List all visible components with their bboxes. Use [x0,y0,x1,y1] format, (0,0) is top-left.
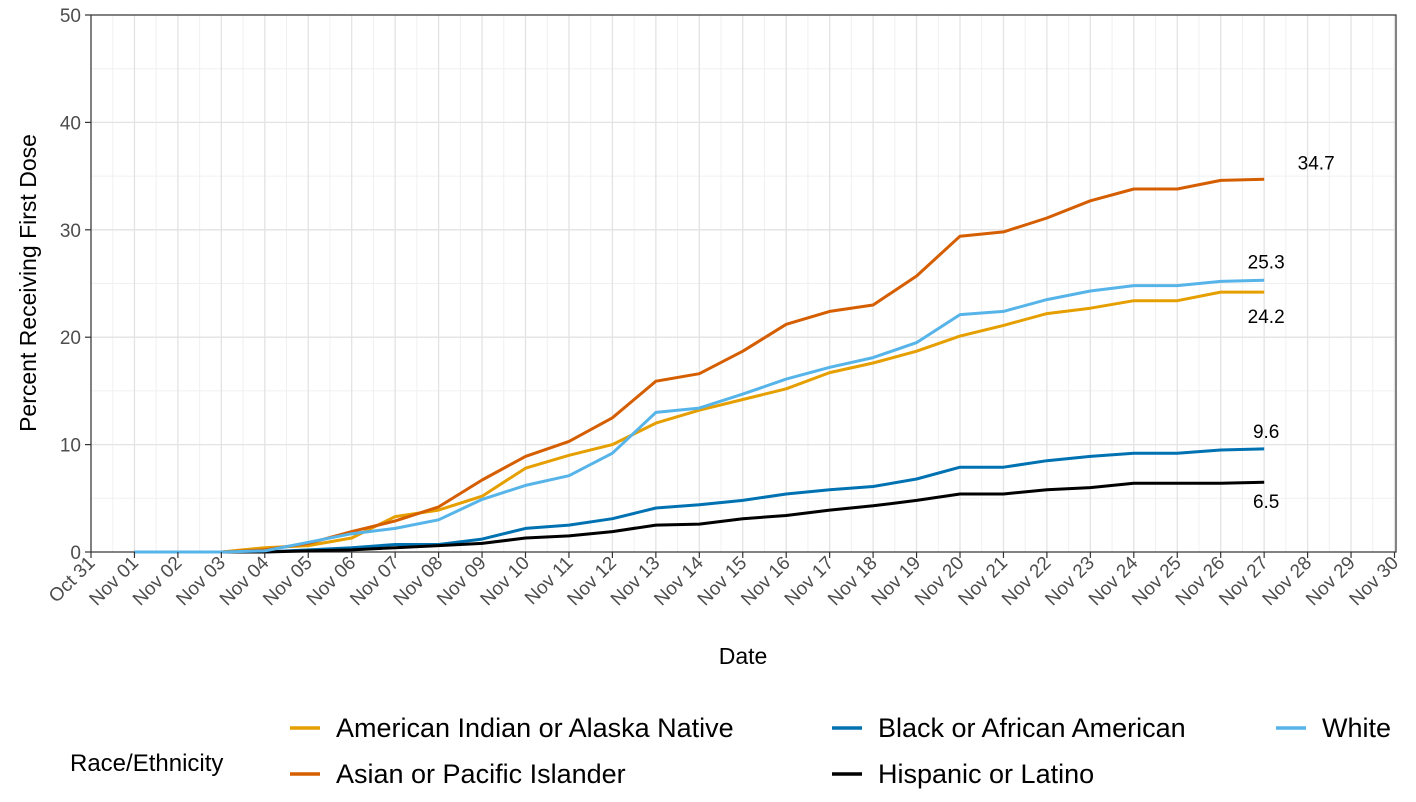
y-tick-label: 0 [70,543,81,564]
end-value-label: 9.6 [1253,422,1279,443]
legend-label: Black or African American [878,713,1186,743]
x-tick-label: Nov 30 [1346,553,1403,610]
x-axis-title: Date [719,643,768,669]
end-value-label: 25.3 [1248,252,1285,273]
end-value-label: 6.5 [1253,492,1279,513]
series-line-american-indian-or-alaska-native [134,290,1265,554]
legend-title: Race/Ethnicity [70,750,223,777]
series-line-white [134,278,1265,554]
y-tick-label: 10 [60,436,81,457]
end-value-label: 34.7 [1298,153,1335,174]
series-line-hispanic-or-latino [134,480,1265,554]
legend-label: Hispanic or Latino [878,759,1094,789]
legend: Race/Ethnicity American Indian or Alaska… [70,713,1391,789]
y-tick-label: 20 [60,328,81,349]
legend-label: Asian or Pacific Islander [336,759,626,789]
y-tick-label: 40 [60,113,81,134]
plot-panel-border [90,14,1397,553]
x-tick-label: Nov 10 [477,553,534,610]
legend-label: White [1322,713,1391,743]
y-tick-label: 50 [60,6,81,27]
y-axis-title: Percent Receiving First Dose [15,134,41,432]
y-axis-tick-labels: 0 10 20 30 40 50 [60,6,91,564]
end-value-labels: 24.2 34.7 9.6 6.5 25.3 [1248,153,1335,513]
y-tick-label: 30 [60,221,81,242]
end-value-label: 24.2 [1248,307,1285,328]
series-lines [134,177,1265,554]
grid-lines [90,14,1396,553]
legend-label: American Indian or Alaska Native [336,713,734,743]
